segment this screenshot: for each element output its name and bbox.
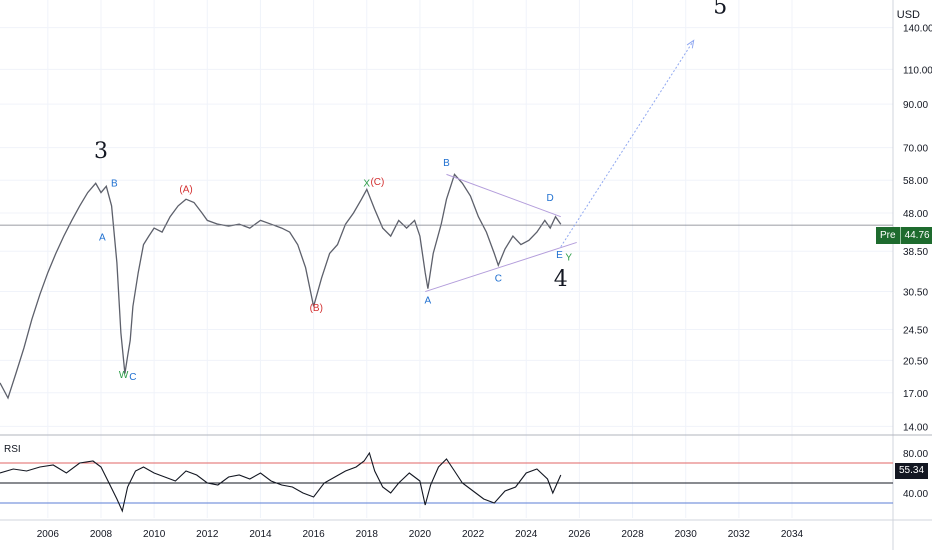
wave-degree-label: 3 [94,139,108,164]
rsi-line [0,451,562,513]
price-line [0,173,562,400]
price-tick-label: 30.50 [903,288,928,299]
price-tick-label: 58.00 [903,176,928,187]
wave-label: D [547,193,554,204]
time-tick-label: 2020 [409,529,432,540]
wave-label: Y [565,252,572,263]
rsi-tick-label: 40.00 [903,489,928,500]
rsi-label: RSI [4,444,21,455]
time-tick-label: 2022 [462,529,485,540]
price-tick-label: 140.00 [903,24,932,35]
price-tick-label: 70.00 [903,144,928,155]
time-tick-label: 2026 [568,529,591,540]
triangle-lower-line [425,241,577,293]
price-pane [0,173,893,400]
wave-label: W [119,370,129,381]
wave-label: (B) [310,303,323,314]
projection-arrow-head [686,39,695,49]
time-tick-label: 2032 [728,529,751,540]
time-tick-label: 2012 [196,529,219,540]
time-tick-label: 2010 [143,529,166,540]
price-tick-label: 20.50 [903,356,928,367]
currency-label: USD [896,9,920,21]
time-tick-label: 2018 [356,529,379,540]
price-tick-label: 90.00 [903,100,928,111]
wave-label: (A) [179,185,192,196]
last-price-badge: Pre 44.76 [876,227,932,244]
rsi-tick-label: 80.00 [903,449,928,460]
wave-label: E [556,250,563,261]
time-tick-label: 2008 [90,529,113,540]
time-tick-label: 2034 [781,529,804,540]
last-price-value: 44.76 [899,227,932,244]
wave-label: C [129,372,136,383]
wave-degree-label: 4 [554,267,568,292]
wave-label: B [443,158,450,169]
time-tick-label: 2016 [302,529,325,540]
wave-label: B [111,178,118,189]
rsi-pane: RSI 80.00 40.00 [0,444,928,513]
time-tick-label: 2006 [37,529,60,540]
time-tick-label: 2028 [621,529,644,540]
wave-degree-label: 5 [713,0,727,19]
triangle-upper-line [446,173,561,218]
wave-label: (C) [370,177,384,188]
time-tick-label: 2024 [515,529,538,540]
time-tick-label: 2030 [675,529,698,540]
projection-arrow-line [560,40,695,248]
wave-label: A [425,295,432,306]
wave-label: C [495,274,502,285]
time-tick-label: 2014 [249,529,272,540]
price-tick-label: 110.00 [903,65,932,76]
price-tick-label: 38.50 [903,247,928,258]
grid-lines [0,0,893,518]
rsi-current-badge: 55.34 [895,463,929,479]
wave-label: A [99,232,106,243]
wave-label: X [363,178,370,189]
price-tick-label: 24.50 [903,325,928,336]
price-tick-label: 48.00 [903,209,928,220]
premarket-tag: Pre [876,227,900,244]
price-tick-label: 14.00 [903,422,928,433]
price-tick-label: 17.00 [903,389,928,400]
